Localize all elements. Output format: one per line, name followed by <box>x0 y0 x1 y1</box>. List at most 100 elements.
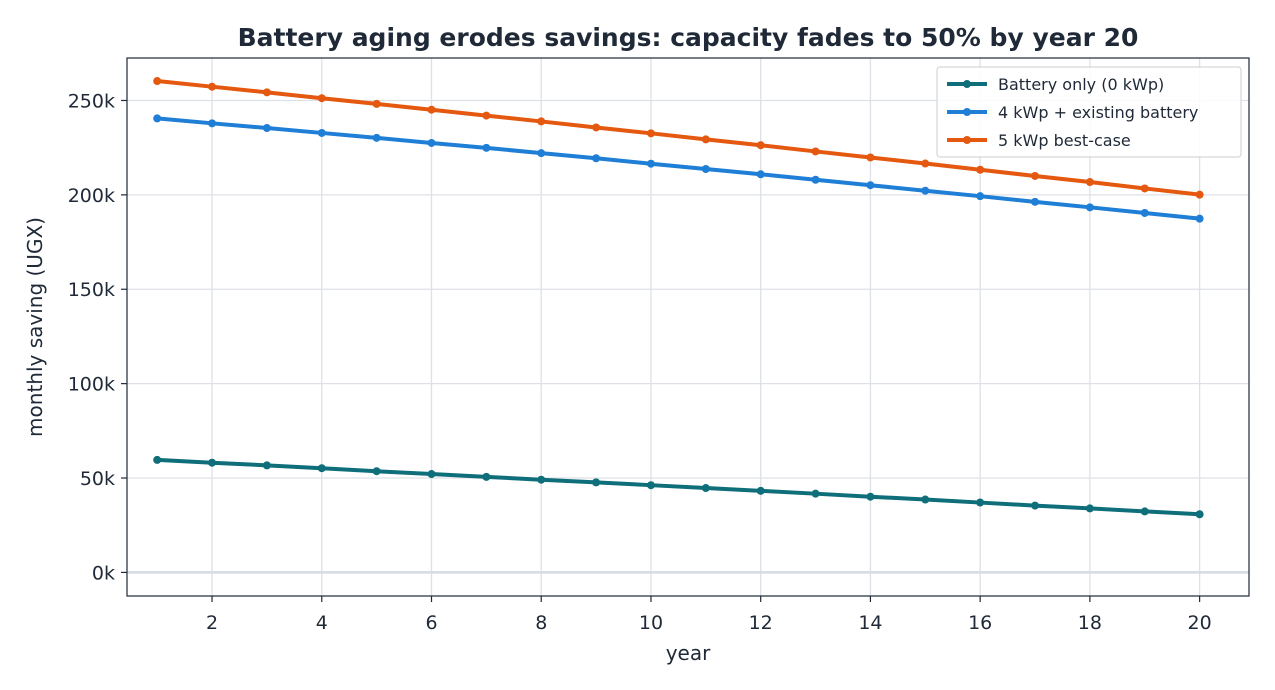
series-line <box>155 116 1202 221</box>
chart-title: Battery aging erodes savings: capacity f… <box>238 23 1139 52</box>
x-tick-label: 16 <box>968 612 992 634</box>
data-point <box>153 114 162 123</box>
data-point <box>866 492 875 501</box>
x-tick-label: 20 <box>1188 612 1212 634</box>
y-tick-label: 50k <box>80 468 115 490</box>
series-2 <box>153 114 1204 223</box>
data-point <box>372 99 381 108</box>
series-1 <box>153 455 1204 519</box>
series-3 <box>153 77 1204 199</box>
data-point <box>427 138 436 147</box>
legend-marker <box>963 80 971 88</box>
data-point <box>372 467 381 476</box>
data-point <box>482 111 491 120</box>
y-tick-label: 200k <box>68 185 115 207</box>
data-point <box>976 192 985 201</box>
data-point <box>1140 208 1149 217</box>
series-line <box>155 79 1202 197</box>
data-point <box>701 164 710 173</box>
data-point <box>811 175 820 184</box>
x-tick-label: 6 <box>425 612 437 634</box>
legend-box <box>936 66 1242 158</box>
data-point <box>208 458 217 467</box>
data-point <box>1031 171 1040 180</box>
data-point <box>976 498 985 507</box>
x-axis-label: year <box>666 641 711 665</box>
data-point <box>153 455 162 464</box>
data-point <box>646 159 655 168</box>
data-point <box>646 481 655 490</box>
y-tick-label: 100k <box>68 374 115 396</box>
legend: Battery only (0 kWp) 4 kWp + existing bat… <box>936 66 1242 158</box>
data-point <box>317 128 326 137</box>
x-tick-label: 18 <box>1078 612 1102 634</box>
data-point <box>1085 178 1094 187</box>
y-tick-label: 250k <box>68 90 115 112</box>
data-point <box>537 475 546 484</box>
plot-frame <box>126 57 1250 597</box>
y-tick-label: 0k <box>92 562 115 584</box>
x-tick-label: 4 <box>316 612 328 634</box>
series-layer <box>153 77 1204 519</box>
data-point <box>1195 190 1204 199</box>
data-point <box>482 143 491 152</box>
data-point <box>427 470 436 479</box>
data-point <box>756 170 765 179</box>
data-point <box>756 486 765 495</box>
data-point <box>1085 504 1094 513</box>
data-point <box>1031 197 1040 206</box>
data-point <box>262 88 271 97</box>
data-point <box>866 153 875 162</box>
data-point <box>153 77 162 86</box>
data-point <box>537 149 546 158</box>
legend-entry: 4 kWp + existing battery <box>947 103 1198 122</box>
data-point <box>1085 203 1094 212</box>
data-point <box>811 147 820 156</box>
data-point <box>1031 501 1040 510</box>
data-point <box>921 495 930 504</box>
data-point <box>756 141 765 150</box>
data-point <box>646 129 655 138</box>
legend-label: 4 kWp + existing battery <box>998 103 1198 122</box>
x-tick-label: 2 <box>206 612 218 634</box>
data-point <box>317 94 326 103</box>
data-point <box>1195 214 1204 223</box>
data-point <box>482 472 491 481</box>
data-point <box>866 181 875 190</box>
data-point <box>372 133 381 142</box>
y-axis-label: monthly saving (UGX) <box>23 217 47 437</box>
data-point <box>262 124 271 133</box>
data-point <box>208 82 217 91</box>
data-point <box>592 123 601 132</box>
data-point <box>427 105 436 114</box>
data-point <box>1140 184 1149 193</box>
legend-marker <box>963 108 971 116</box>
legend-entry: 5 kWp best-case <box>947 131 1131 150</box>
data-point <box>976 165 985 174</box>
data-point <box>1195 510 1204 519</box>
legend-entry: Battery only (0 kWp) <box>947 75 1164 94</box>
data-point <box>921 186 930 195</box>
data-point <box>1140 507 1149 516</box>
data-point <box>537 117 546 126</box>
data-point <box>921 159 930 168</box>
series-line <box>155 457 1202 517</box>
data-point <box>208 119 217 128</box>
legend-label: 5 kWp best-case <box>998 131 1131 150</box>
data-point <box>592 478 601 487</box>
data-point <box>592 154 601 163</box>
data-point <box>701 135 710 144</box>
data-point <box>701 484 710 493</box>
legend-label: Battery only (0 kWp) <box>998 75 1164 94</box>
x-tick-label: 12 <box>749 612 773 634</box>
y-tick-label: 150k <box>68 279 115 301</box>
x-tick-label: 14 <box>858 612 882 634</box>
data-point <box>811 489 820 498</box>
x-tick-label: 10 <box>639 612 663 634</box>
data-point <box>317 464 326 473</box>
legend-marker <box>963 136 971 144</box>
data-point <box>262 461 271 470</box>
legend-items: Battery only (0 kWp) 4 kWp + existing bat… <box>947 75 1198 150</box>
